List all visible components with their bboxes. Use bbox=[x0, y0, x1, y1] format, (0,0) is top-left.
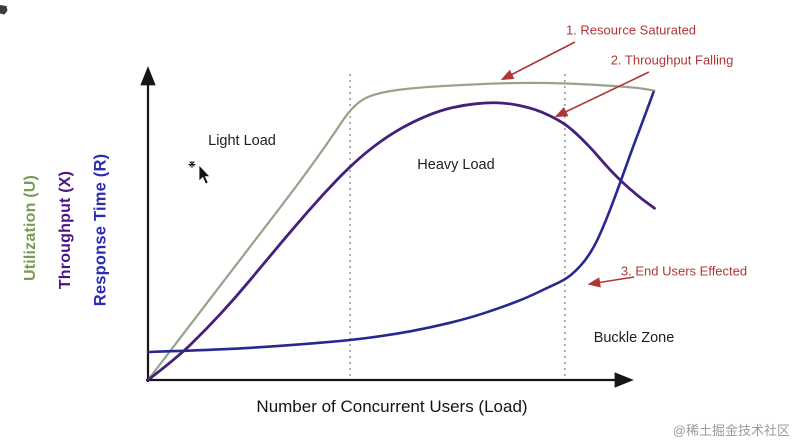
y-axis-label-response-time: Response Time (R) bbox=[91, 153, 110, 307]
zone-label-heavy-load: Heavy Load bbox=[417, 157, 495, 173]
end-users-effected-arrow bbox=[587, 276, 635, 288]
throughput-curve bbox=[146, 101, 656, 382]
x-axis-label: Number of Concurrent Users (Load) bbox=[256, 397, 528, 416]
zone-label-buckle-zone: Buckle Zone bbox=[593, 330, 675, 346]
annotation-resource-saturated: 1. Resource Saturated bbox=[565, 22, 697, 38]
frame-artifact bbox=[0, 5, 8, 15]
y-axis-label-throughput: Throughput (X) bbox=[57, 170, 74, 290]
utilization-curve bbox=[146, 81, 656, 382]
resource-saturated-arrow bbox=[500, 41, 576, 81]
annotation-end-users-effected: 3. End Users Effected bbox=[620, 263, 748, 279]
cursor-sparkle-icon bbox=[188, 161, 196, 168]
mouse-cursor-icon bbox=[198, 163, 211, 185]
response-time-curve bbox=[146, 90, 655, 354]
throughput-falling-arrow bbox=[554, 71, 650, 118]
y-axis-label-utilization: Utilization (U) bbox=[22, 174, 39, 282]
annotation-throughput-falling: 2. Throughput Falling bbox=[610, 52, 734, 68]
watermark-text: @稀土掘金技术社区 bbox=[672, 423, 790, 438]
zone-label-light-load: Light Load bbox=[208, 133, 276, 149]
